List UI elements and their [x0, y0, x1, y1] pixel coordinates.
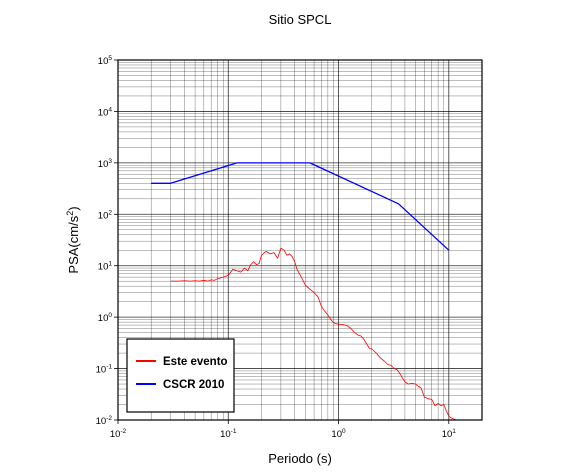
y-tick-label-exp: 1 [108, 261, 112, 268]
y-tick-label-exp: 5 [108, 55, 112, 62]
y-tick-label-exp: -2 [106, 415, 112, 422]
x-tick-label-base: 10 [331, 429, 342, 440]
y-tick-label-base: 10 [96, 416, 107, 427]
chart-grid [117, 59, 483, 421]
y-tick-label-exp: -1 [106, 364, 112, 371]
y-tick-label: 102 [98, 209, 113, 221]
chart-legend: Este evento CSCR 2010 [126, 338, 235, 413]
y-tick-label-exp: 0 [108, 312, 112, 319]
series-line-este-evento [170, 247, 458, 421]
x-tick-label-exp: 1 [452, 428, 456, 435]
x-tick-label: 10-1 [220, 428, 237, 440]
x-axis-title: Periodo (s) [268, 451, 332, 466]
y-tick-label-base: 10 [98, 313, 109, 324]
x-tick-label-base: 10 [110, 429, 121, 440]
y-tick-label-exp: 2 [108, 209, 112, 216]
y-tick-label-base: 10 [98, 56, 109, 67]
y-tick-label: 105 [98, 55, 113, 67]
y-tick-label-base: 10 [96, 365, 107, 376]
x-tick-label-exp: -1 [231, 428, 237, 435]
y-tick-label: 10-2 [96, 415, 113, 427]
y-axis-title: PSA(cm/s2) [65, 206, 81, 273]
y-tick-label-base: 10 [98, 262, 109, 273]
legend-label: Este evento [163, 356, 228, 368]
y-tick-label: 10-1 [96, 364, 113, 376]
legend-label: CSCR 2010 [163, 379, 224, 391]
x-tick-label: 101 [442, 428, 457, 440]
x-tick-label-base: 10 [442, 429, 453, 440]
x-tick-label: 10-2 [110, 428, 127, 440]
chart-title: Sitio SPCL [269, 12, 332, 27]
legend-box [126, 338, 235, 413]
y-tick-label: 100 [98, 312, 113, 324]
y-tick-label-exp: 3 [108, 158, 112, 165]
x-tick-label-base: 10 [220, 429, 231, 440]
y-tick-label: 101 [98, 261, 113, 273]
y-tick-label-base: 10 [98, 107, 109, 118]
x-tick-label-exp: 0 [342, 428, 346, 435]
series-line-cscr-2010 [151, 162, 450, 251]
x-axis-ticks: 10-2 10-1 100 101 [110, 420, 456, 440]
y-tick-label-base: 10 [98, 159, 109, 170]
y-tick-label: 104 [98, 106, 113, 118]
y-axis-title-text: PSA(cm/s [66, 215, 81, 273]
chart-series [151, 162, 458, 421]
plot-frame [117, 59, 483, 421]
x-tick-label-exp: -2 [120, 428, 126, 435]
y-tick-label: 103 [98, 158, 113, 170]
y-tick-label-base: 10 [98, 210, 109, 221]
y-axis-title-exp: 2 [65, 211, 75, 216]
y-tick-label-exp: 4 [108, 106, 112, 113]
x-tick-label: 100 [331, 428, 346, 440]
y-axis-title-close: ) [66, 206, 81, 210]
